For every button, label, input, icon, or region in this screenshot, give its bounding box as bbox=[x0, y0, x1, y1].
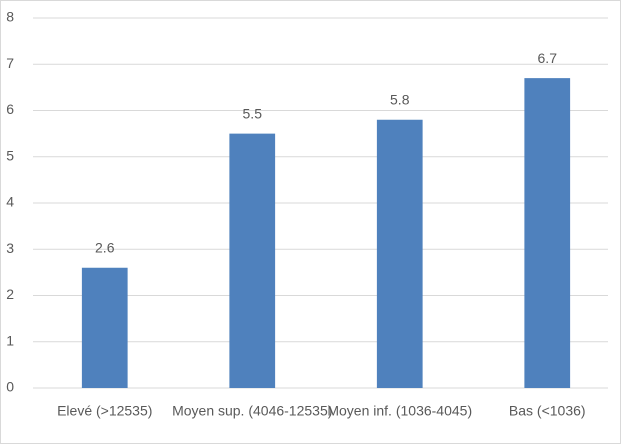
bar bbox=[376, 119, 423, 388]
y-tick-label: 5 bbox=[6, 147, 14, 163]
bar bbox=[524, 78, 571, 388]
y-tick-label: 7 bbox=[6, 55, 14, 71]
x-tick-label: Bas (<1036) bbox=[509, 403, 586, 419]
x-tick-label: Moyen inf. (1036-4045) bbox=[327, 403, 472, 419]
y-tick-label: 3 bbox=[6, 240, 14, 256]
y-tick-label: 1 bbox=[6, 332, 14, 348]
data-label: 2.6 bbox=[95, 239, 115, 255]
y-tick-label: 0 bbox=[6, 379, 14, 395]
bar bbox=[229, 133, 276, 388]
data-label: 6.7 bbox=[538, 50, 558, 66]
bar bbox=[81, 267, 128, 388]
y-tick-label: 4 bbox=[6, 194, 14, 210]
data-label: 5.5 bbox=[243, 105, 263, 121]
y-tick-label: 6 bbox=[6, 101, 14, 117]
y-tick-label: 2 bbox=[6, 286, 14, 302]
data-label: 5.8 bbox=[390, 91, 410, 107]
y-tick-label: 8 bbox=[6, 9, 14, 25]
x-tick-label: Moyen sup. (4046-12535) bbox=[172, 403, 332, 419]
x-tick-label: Elevé (>12535) bbox=[57, 403, 152, 419]
